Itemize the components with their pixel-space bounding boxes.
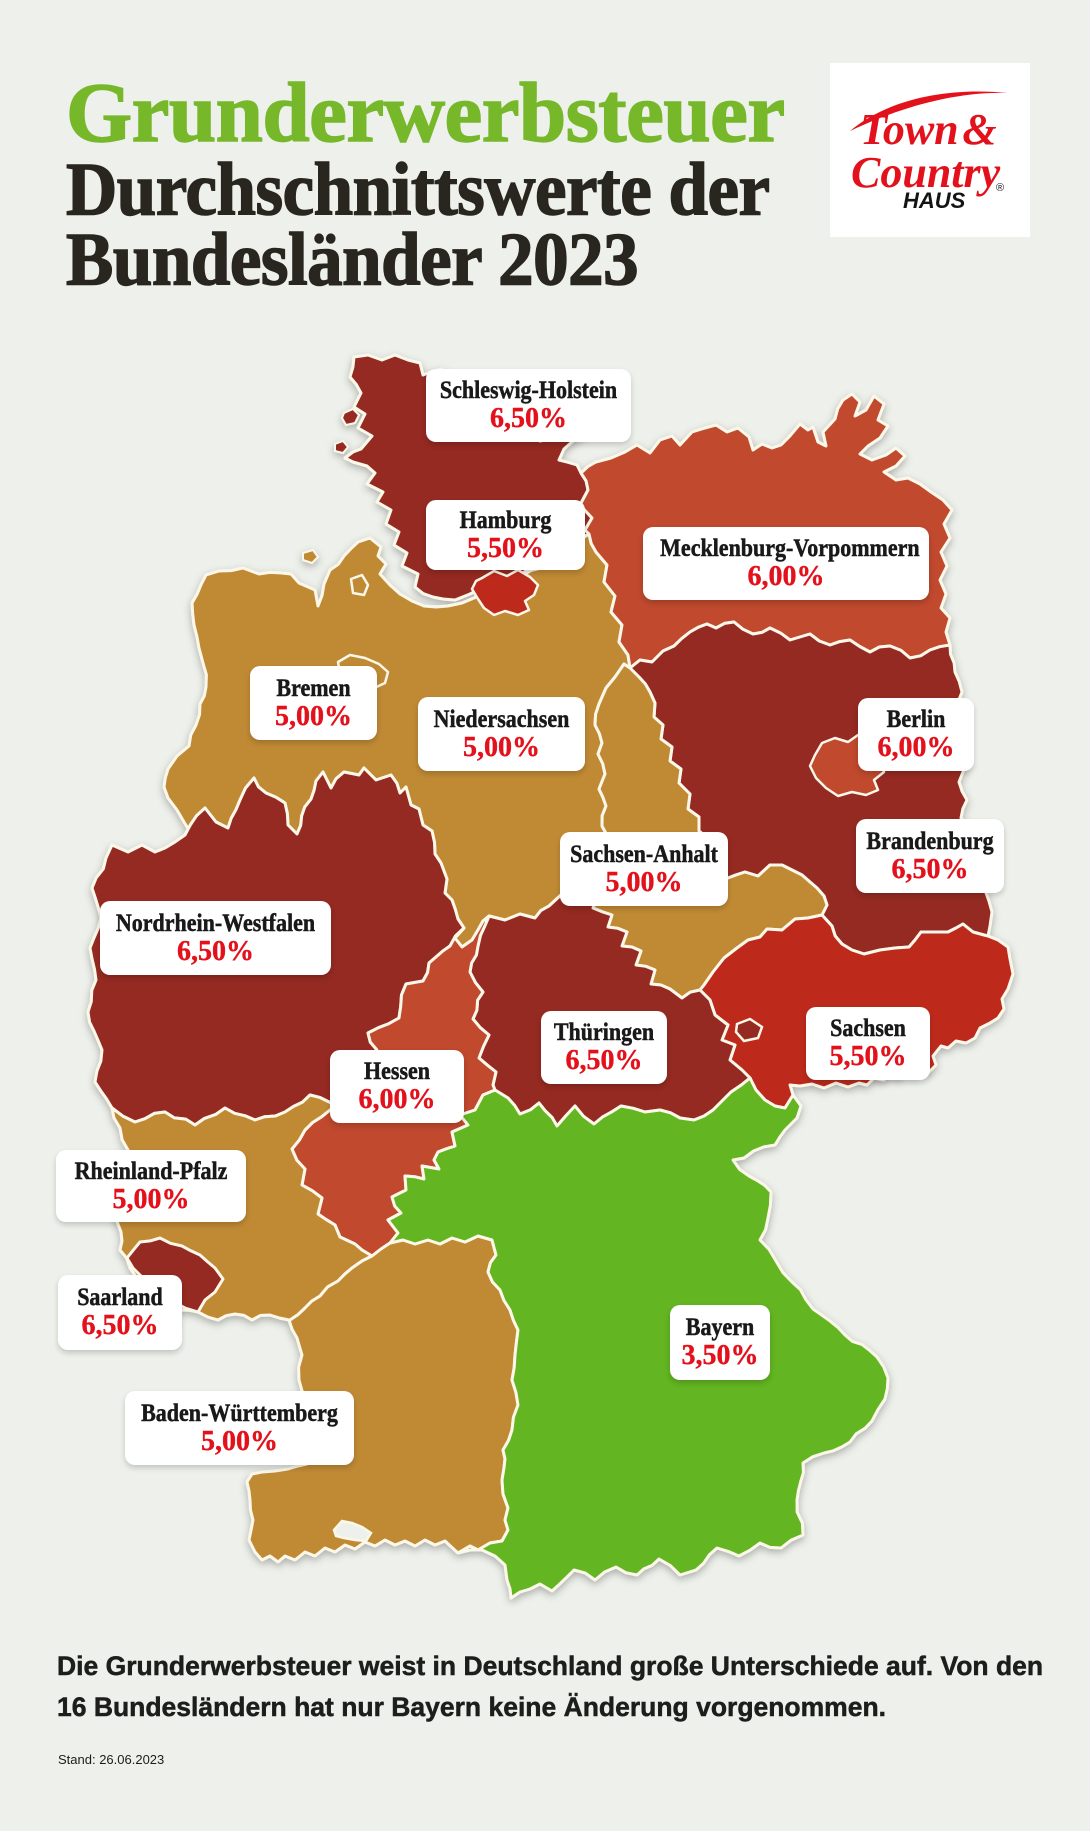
svg-text:®: ® [996,182,1004,194]
svg-text:Town &: Town & [860,105,997,154]
svg-text:Country: Country [851,148,1001,197]
svg-text:HAUS: HAUS [903,188,966,213]
